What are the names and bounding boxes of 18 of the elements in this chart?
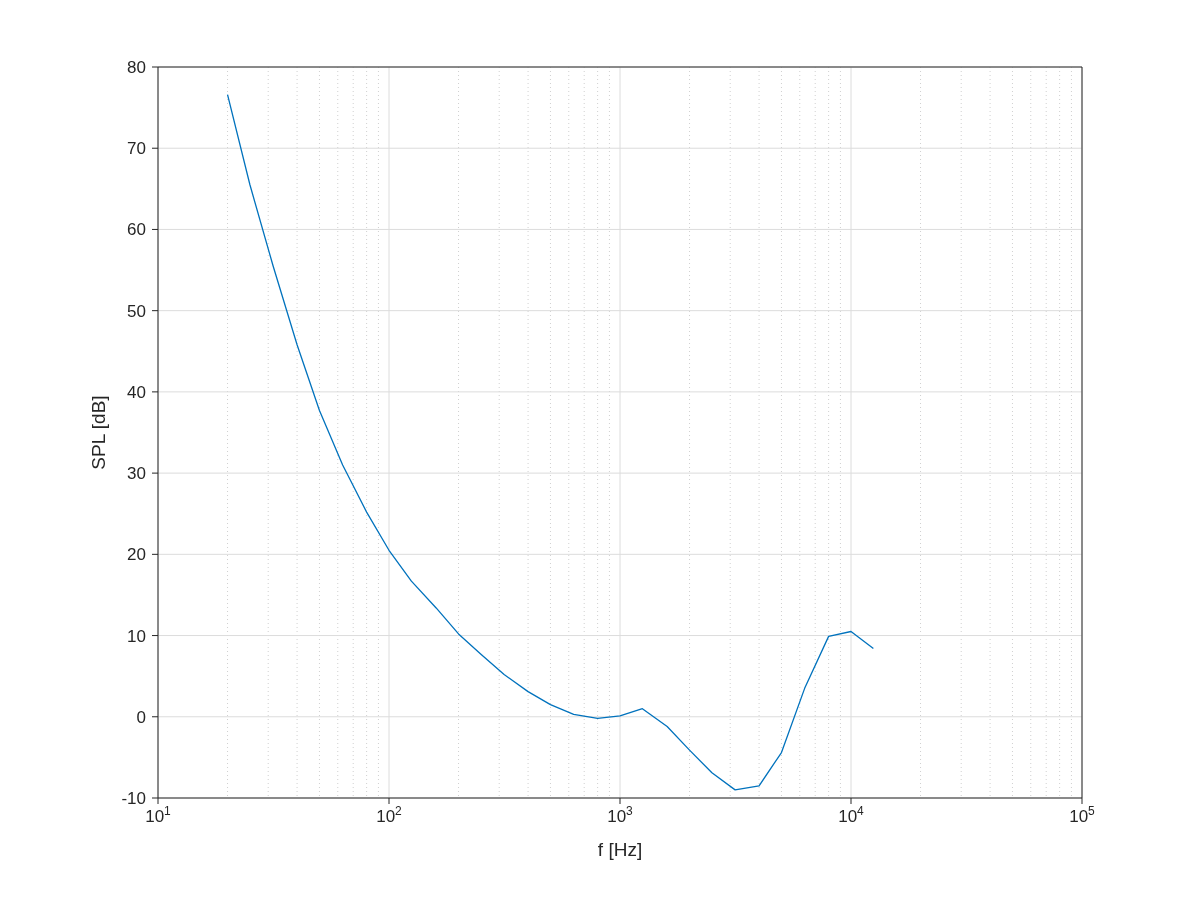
x-tick-label: 10$^{1}$ <box>145 804 172 826</box>
y-axis-title: SPL [dB] <box>87 395 109 470</box>
x-tick-label: 10$^{4}$ <box>838 804 865 826</box>
x-tick-label: 10$^{5}$ <box>1069 804 1096 826</box>
y-tick-label: 70 <box>127 139 146 159</box>
line-series <box>226 93 875 791</box>
y-tick-label: 60 <box>127 220 146 240</box>
y-tick-label: 0 <box>136 707 146 727</box>
y-tick-label: 20 <box>127 545 146 565</box>
y-tick-label: 80 <box>127 58 146 77</box>
y-tick-label: -10 <box>121 789 146 808</box>
y-tick-label: 50 <box>127 301 146 321</box>
y-tick-label: 40 <box>127 382 146 402</box>
x-axis-title: f [Hz] <box>597 839 643 860</box>
x-tick-label: 10$^{2}$ <box>376 804 403 826</box>
y-tick-label: 30 <box>127 464 146 484</box>
y-tick-label: 10 <box>127 626 146 646</box>
x-tick-label: 10$^{3}$ <box>607 804 634 826</box>
